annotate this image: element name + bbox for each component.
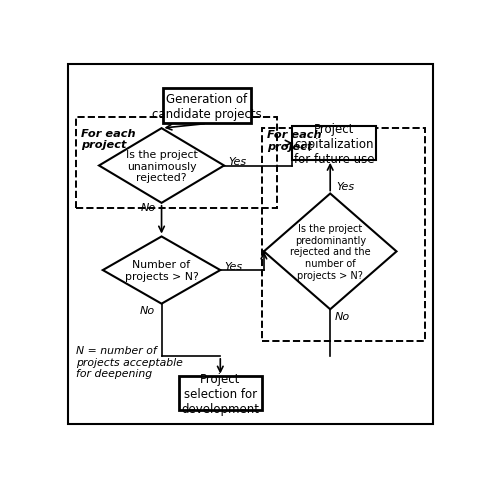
- Text: Project
capitalization
for future use: Project capitalization for future use: [293, 122, 373, 165]
- Text: Is the project
predominantly
rejected and the
number of
projects > N?: Is the project predominantly rejected an…: [289, 224, 370, 280]
- Bar: [178, 377, 262, 410]
- Polygon shape: [99, 129, 224, 203]
- Bar: [262, 129, 424, 341]
- Text: For each
project: For each project: [81, 129, 135, 150]
- Text: Project
selection for
development: Project selection for development: [181, 372, 259, 415]
- Text: Yes: Yes: [335, 182, 353, 192]
- Polygon shape: [102, 237, 220, 304]
- Text: Is the project
unanimously
rejected?: Is the project unanimously rejected?: [125, 150, 197, 183]
- Text: No: No: [334, 311, 349, 321]
- Text: Yes: Yes: [224, 261, 242, 271]
- Polygon shape: [264, 194, 396, 310]
- Text: N = number of
projects acceptable
for deepening: N = number of projects acceptable for de…: [76, 345, 183, 378]
- Bar: [292, 127, 375, 161]
- Text: No: No: [141, 203, 156, 213]
- Text: Yes: Yes: [227, 157, 245, 166]
- Text: No: No: [139, 306, 154, 316]
- Text: For each
project: For each project: [266, 130, 321, 151]
- Text: Number of
projects > N?: Number of projects > N?: [124, 260, 198, 281]
- Bar: [163, 89, 250, 124]
- Text: Generation of
candidate projects: Generation of candidate projects: [152, 92, 262, 121]
- Bar: [76, 118, 277, 209]
